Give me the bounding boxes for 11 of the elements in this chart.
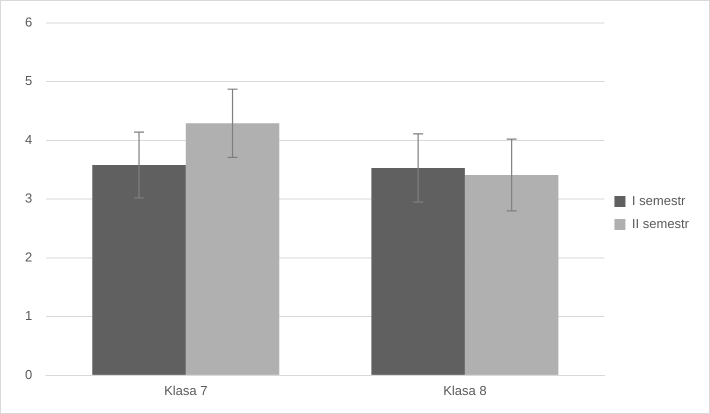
y-tick-label: 4: [24, 132, 32, 147]
y-tick-label: 2: [24, 249, 32, 264]
legend-label: II semestr: [632, 216, 690, 232]
x-tick-label: Klasa 7: [164, 382, 208, 398]
y-tick-label: 5: [24, 73, 32, 88]
y-tick-label: 0: [24, 366, 32, 382]
y-tick-label: 3: [24, 190, 32, 206]
legend-label: I semestr: [632, 193, 686, 208]
y-tick-label: 1: [24, 308, 32, 324]
y-tick-label: 6: [24, 14, 32, 30]
x-tick-label: Klasa 8: [443, 382, 487, 398]
